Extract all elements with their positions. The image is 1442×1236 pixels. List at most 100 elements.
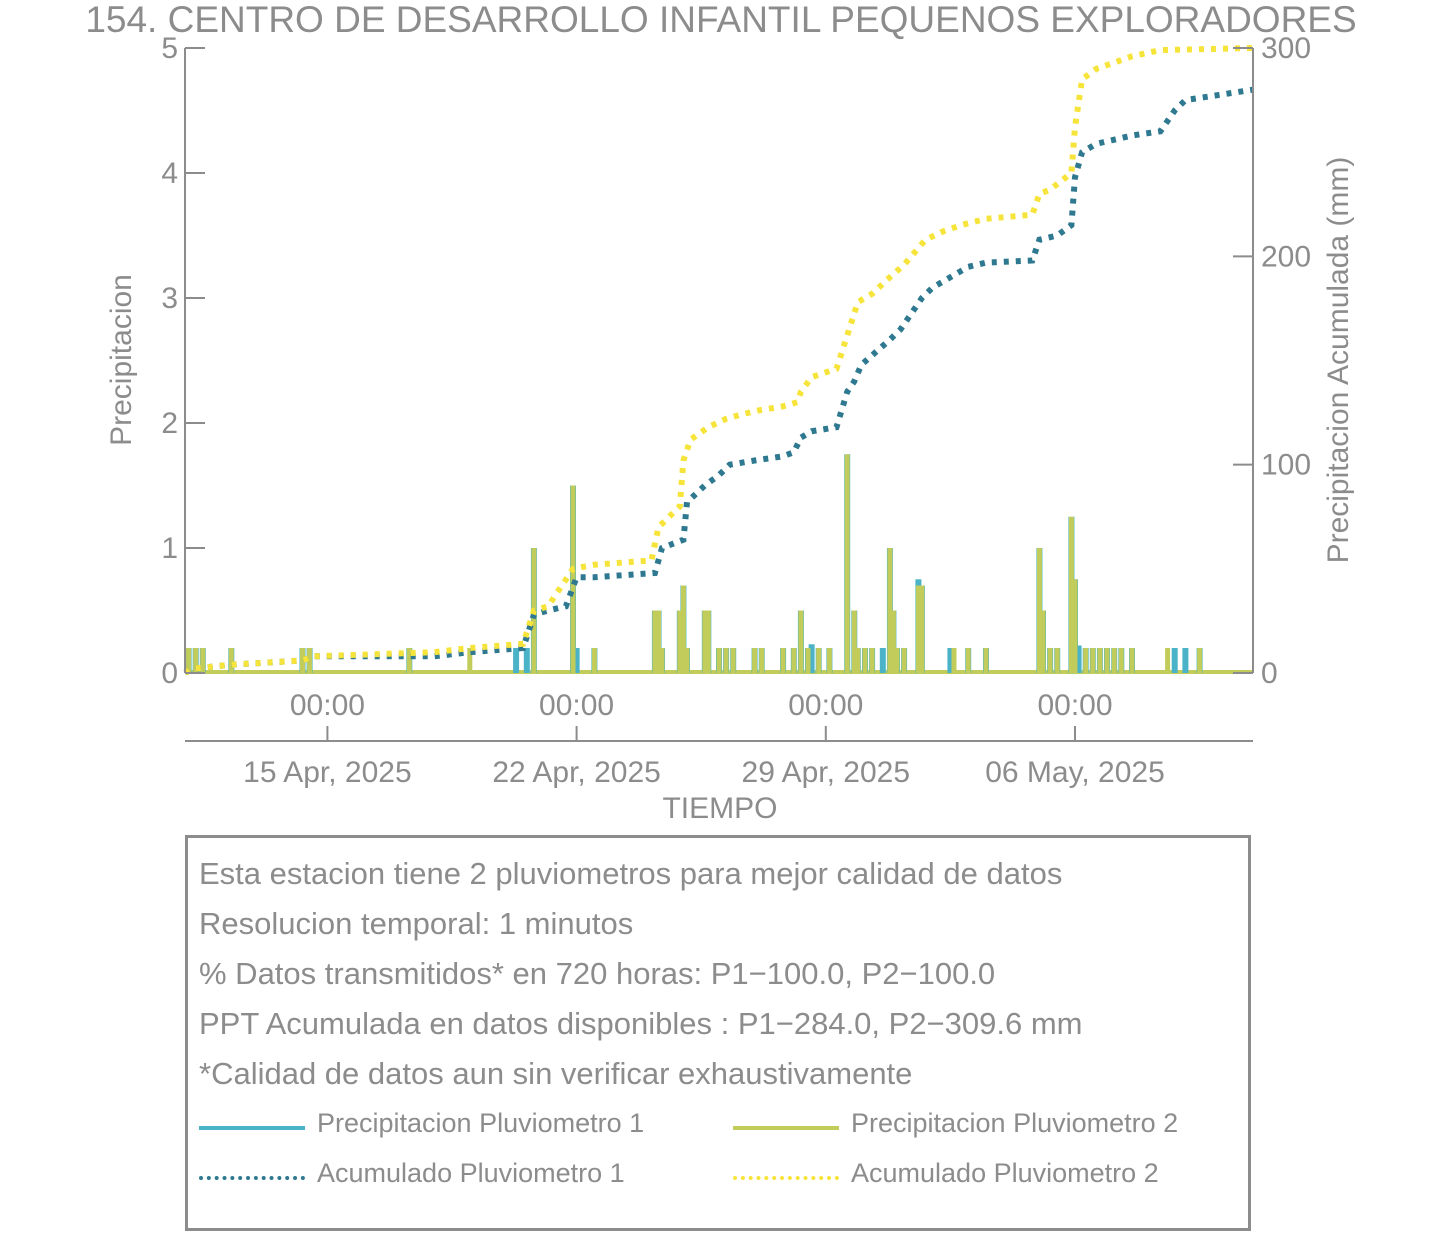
legend-swatch-acum-p1 [199,1176,305,1180]
bar [1111,648,1117,673]
precipitation-chart: 154. CENTRO DE DESARROLLO INFANTIL PEQUE… [85,0,1356,825]
tick-labels: 0 1 2 3 4 5 0 100 200 300 00:00 15 Apr, 2025 00:00 22… [161,32,1311,789]
bar [467,648,473,673]
bar [680,585,686,673]
bar [1047,648,1053,673]
bar [752,648,758,673]
legend-label-p2: Precipitacion Pluviometro 2 [851,1108,1179,1138]
bar [677,610,683,673]
bar [730,648,736,673]
time-tick-label: 00:00 [1037,689,1112,722]
bar [652,610,658,673]
info-line-stations: Esta estacion tiene 2 pluviometros para … [199,856,1063,891]
legend-label-p1: Precipitacion Pluviometro 1 [317,1108,645,1138]
bar [1040,610,1046,673]
bar [887,548,893,673]
bar [862,648,868,673]
bar [1197,648,1203,673]
bar [1171,648,1178,673]
bar [591,648,597,673]
date-tick-label: 29 Apr, 2025 [742,756,911,789]
time-tick-label: 00:00 [788,689,863,722]
bar [1097,648,1103,673]
bar [186,648,192,673]
legend-item-p1: Precipitacion Pluviometro 1 [199,1108,699,1148]
bar [901,648,907,673]
bar [919,585,925,673]
bar [1068,516,1074,674]
bar [805,648,811,673]
bar [716,648,722,673]
plot-area [183,45,1254,676]
y-tick-label: 1 [161,532,178,565]
bar [513,648,520,673]
bar [915,585,921,673]
info-line-accumulated: PPT Acumulada en datos disponibles : P1−… [199,1006,1083,1041]
bar [1036,548,1042,673]
y-tick-label: 2 [161,407,178,440]
y-axis-title: Precipitacion [105,274,138,446]
y-tick-label: 5 [161,32,178,65]
info-line-quality-note: *Calidad de datos aun sin verificar exha… [199,1056,913,1091]
legend-item-p2: Precipitacion Pluviometro 2 [733,1108,1233,1148]
bar [684,648,690,673]
bar [869,648,875,673]
bar [780,648,786,673]
y2-axis-title: Precipitacion Acumulada (mm) [1322,157,1355,564]
y2-tick-label: 100 [1261,449,1311,482]
time-tick-label: 00:00 [539,689,614,722]
info-line-resolution: Resolucion temporal: 1 minutos [199,906,634,941]
legend-swatch-acum-p2 [733,1176,839,1180]
bar [1104,648,1110,673]
bar [523,648,530,673]
y-tick-label: 0 [161,657,178,690]
bar [723,648,729,673]
legend-item-acum-p2: Acumulado Pluviometro 2 [733,1158,1233,1198]
series-2-bars [186,454,1203,674]
date-tick-label: 15 Apr, 2025 [243,756,412,789]
bar [983,648,989,673]
bar [826,648,832,673]
y2-tick-label: 300 [1261,32,1311,65]
legend-label-acum-p2: Acumulado Pluviometro 2 [851,1158,1159,1188]
bar [965,648,971,673]
series-3-cumulative-line [183,86,1254,676]
date-tick-label: 22 Apr, 2025 [492,756,661,789]
bar [798,610,804,673]
bar [1090,648,1096,673]
bar [855,648,861,673]
bar [573,648,580,673]
bar [1054,648,1060,673]
bar [808,644,815,674]
bar [890,610,896,673]
bar [705,610,711,673]
bar [844,454,850,674]
y2-tick-label: 200 [1261,240,1311,273]
bar [791,648,797,673]
bar [879,648,886,673]
x-axis-title: TIEMPO [662,792,777,825]
bar [656,610,661,673]
axes [184,48,1254,742]
y-tick-label: 4 [161,157,178,190]
bar [1165,648,1171,673]
legend-item-acum-p1: Acumulado Pluviometro 1 [199,1158,699,1198]
bar [816,648,822,673]
bar [894,648,900,673]
legend-swatch-p2 [733,1126,839,1130]
y-tick-label: 3 [161,282,178,315]
bar [659,648,665,673]
bar [1182,648,1189,673]
bar [1118,648,1124,673]
date-tick-label: 06 May, 2025 [985,756,1165,789]
bar [1129,648,1135,673]
bar [759,648,765,673]
bar [228,648,234,673]
chart-title: 154. CENTRO DE DESARROLLO INFANTIL PEQUE… [85,0,1356,40]
bar [947,648,954,673]
bar [851,610,857,673]
series-1-bars [185,454,1203,674]
bar [307,648,313,673]
legend-label-acum-p1: Acumulado Pluviometro 1 [317,1158,625,1188]
legend-swatch-p1 [199,1126,305,1130]
